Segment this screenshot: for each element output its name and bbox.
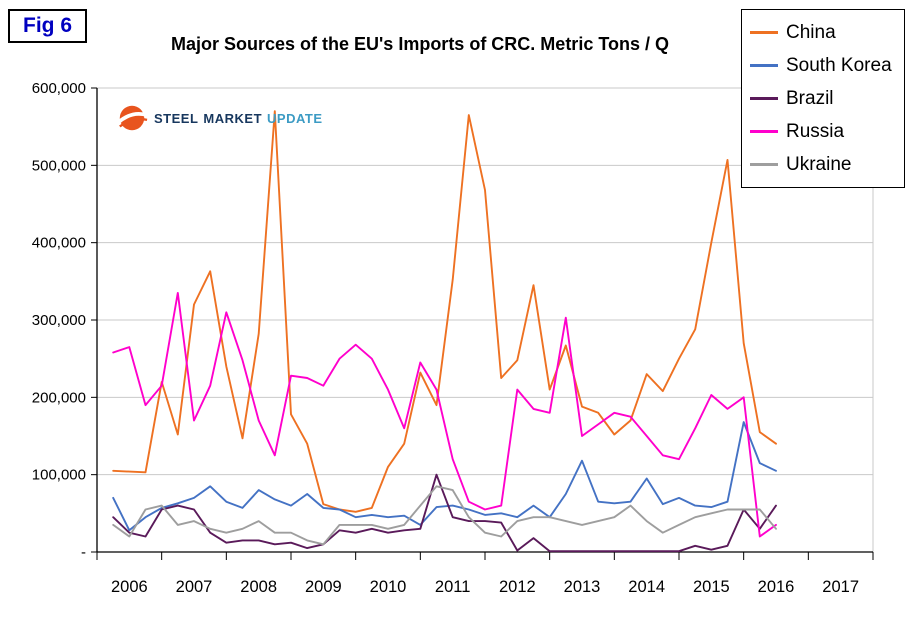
- y-axis-label: 600,000: [32, 80, 86, 97]
- x-axis-label: 2012: [499, 578, 536, 596]
- series-line-ukraine: [112, 485, 777, 546]
- chart-title: Major Sources of the EU's Imports of CRC…: [170, 34, 669, 54]
- legend-line-sample: [750, 163, 778, 166]
- x-axis-label: 2017: [822, 578, 859, 596]
- series-line-china: [112, 110, 777, 513]
- figure-label: Fig 6: [8, 9, 88, 43]
- series-line-russia: [112, 291, 777, 538]
- legend-line-sample: [750, 31, 778, 34]
- legend-line-sample: [750, 64, 778, 67]
- y-axis-label: 200,000: [32, 389, 86, 406]
- y-axis-label: 400,000: [32, 235, 86, 252]
- legend-label: Ukraine: [786, 153, 852, 175]
- legend-label: South Korea: [786, 54, 892, 76]
- legend-item-ukraine: Ukraine: [742, 148, 904, 181]
- x-axis-label: 2007: [176, 578, 213, 596]
- x-axis-label: 2010: [370, 578, 407, 596]
- legend-line-sample: [750, 97, 778, 100]
- series-line-south-korea: [112, 421, 777, 532]
- legend-line-sample: [750, 130, 778, 133]
- x-axis-label: 2014: [628, 578, 665, 596]
- y-axis-label: -: [81, 544, 86, 561]
- x-axis-label: 2011: [435, 578, 470, 596]
- legend-item-south-korea: South Korea: [742, 49, 904, 82]
- logo-text: STEEL MARKET UPDATE: [154, 111, 323, 126]
- legend-label: Russia: [786, 120, 845, 142]
- logo-word-update: UPDATE: [267, 110, 323, 126]
- legend-label: China: [786, 21, 836, 43]
- x-axis-label: 2015: [693, 578, 730, 596]
- logo-word-steel: STEEL: [154, 110, 199, 126]
- smu-swoosh-icon: [116, 105, 148, 131]
- steel-market-update-logo: STEEL MARKET UPDATE: [116, 102, 323, 134]
- series-line-brazil: [112, 473, 777, 553]
- legend-label: Brazil: [786, 87, 834, 109]
- legend-item-brazil: Brazil: [742, 82, 904, 115]
- y-axis-label: 500,000: [32, 157, 86, 174]
- legend-item-russia: Russia: [742, 115, 904, 148]
- x-axis-label: 2013: [564, 578, 601, 596]
- x-axis-label: 2008: [240, 578, 277, 596]
- y-axis-label: 300,000: [32, 312, 86, 329]
- y-axis-label: 100,000: [32, 467, 86, 484]
- x-axis-label: 2006: [111, 578, 148, 596]
- legend-item-china: China: [742, 16, 904, 49]
- x-axis-label: 2009: [305, 578, 342, 596]
- legend: China South Korea Brazil Russia Ukraine: [741, 9, 905, 188]
- x-axis-label: 2016: [758, 578, 795, 596]
- logo-word-market: MARKET: [203, 110, 263, 126]
